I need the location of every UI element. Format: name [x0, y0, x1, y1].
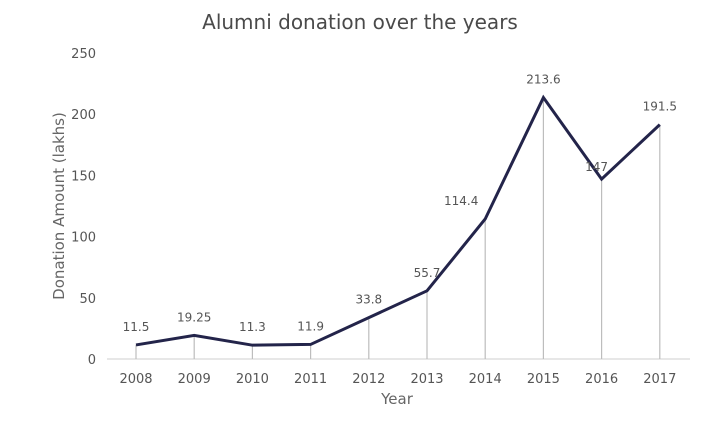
data-label: 147 — [585, 160, 608, 174]
x-tick-label: 2014 — [469, 372, 502, 387]
x-tick-label: 2017 — [643, 372, 676, 387]
data-label: 11.5 — [123, 320, 150, 334]
x-tick-label: 2010 — [236, 372, 269, 387]
x-tick-label: 2011 — [294, 372, 327, 387]
y-tick-label: 50 — [79, 292, 96, 307]
x-tick-label: 2008 — [119, 372, 152, 387]
data-label: 19.25 — [177, 310, 211, 324]
data-label: 213.6 — [526, 73, 560, 87]
y-tick-label: 100 — [71, 231, 96, 246]
x-axis-label: Year — [380, 390, 414, 408]
data-label: 11.3 — [239, 320, 266, 334]
x-tick-label: 2016 — [585, 372, 618, 387]
y-tick-label: 150 — [71, 169, 96, 184]
data-label: 33.8 — [355, 293, 382, 307]
x-tick-label: 2009 — [178, 372, 211, 387]
data-label: 114.4 — [444, 194, 478, 208]
x-tick-label: 2015 — [527, 372, 560, 387]
data-label: 11.9 — [297, 319, 324, 333]
y-tick-label: 200 — [71, 108, 96, 123]
data-label: 55.7 — [414, 266, 441, 280]
y-tick-label: 250 — [71, 47, 96, 62]
x-tick-label: 2013 — [410, 372, 443, 387]
series-line — [135, 94, 661, 347]
chart-title: Alumni donation over the years — [202, 10, 518, 34]
x-tick-label: 2012 — [352, 372, 385, 387]
y-axis-label: Donation Amount (lakhs) — [50, 112, 68, 300]
y-tick-label: 0 — [88, 353, 96, 368]
data-label: 191.5 — [643, 100, 677, 114]
